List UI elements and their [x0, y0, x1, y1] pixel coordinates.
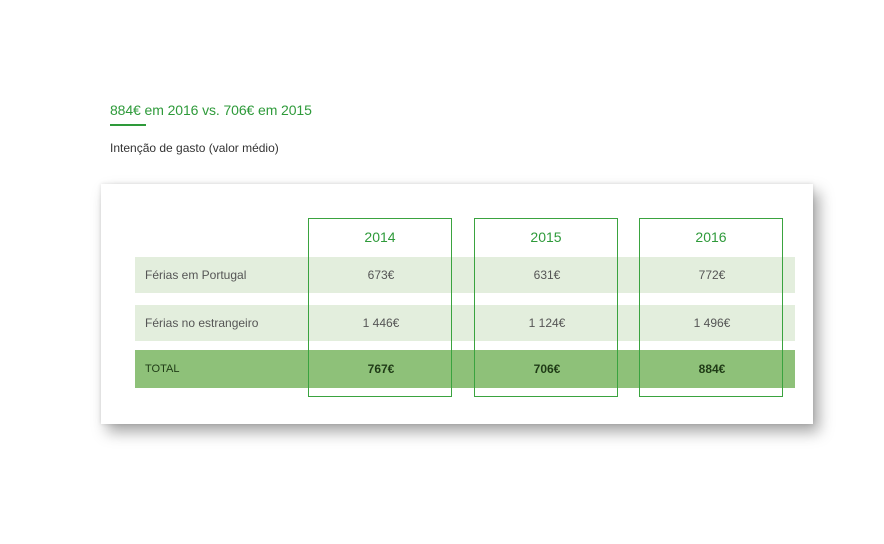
- cell-2014: 1 446€: [362, 316, 400, 330]
- column-header-2015: 2015: [530, 229, 562, 245]
- cell-2015: 1 124€: [528, 316, 566, 330]
- cell-2016: 772€: [698, 268, 726, 282]
- table-row-total: TOTAL 767€ 706€ 884€: [135, 350, 795, 388]
- row-label: TOTAL: [145, 363, 180, 375]
- column-frame-2015: [474, 218, 618, 397]
- cell-2014: 673€: [367, 268, 395, 282]
- headline-underline: [110, 124, 146, 126]
- column-frame-2014: [308, 218, 452, 397]
- column-frame-2016: [639, 218, 783, 397]
- cell-2015: 706€: [533, 362, 561, 376]
- cell-2016: 1 496€: [693, 316, 731, 330]
- column-header-2016: 2016: [695, 229, 727, 245]
- spending-table-card: Férias em Portugal 673€ 631€ 772€ Férias…: [101, 184, 813, 424]
- table-row-ferias-estrangeiro: Férias no estrangeiro 1 446€ 1 124€ 1 49…: [135, 305, 795, 341]
- cell-2015: 631€: [533, 268, 561, 282]
- row-label: Férias no estrangeiro: [145, 316, 259, 330]
- table-row-ferias-portugal: Férias em Portugal 673€ 631€ 772€: [135, 257, 795, 293]
- cell-2014: 767€: [367, 362, 395, 376]
- subtitle: Intenção de gasto (valor médio): [110, 141, 279, 155]
- cell-2016: 884€: [698, 362, 726, 376]
- column-header-2014: 2014: [364, 229, 396, 245]
- headline: 884€ em 2016 vs. 706€ em 2015: [110, 102, 312, 118]
- row-label: Férias em Portugal: [145, 268, 247, 282]
